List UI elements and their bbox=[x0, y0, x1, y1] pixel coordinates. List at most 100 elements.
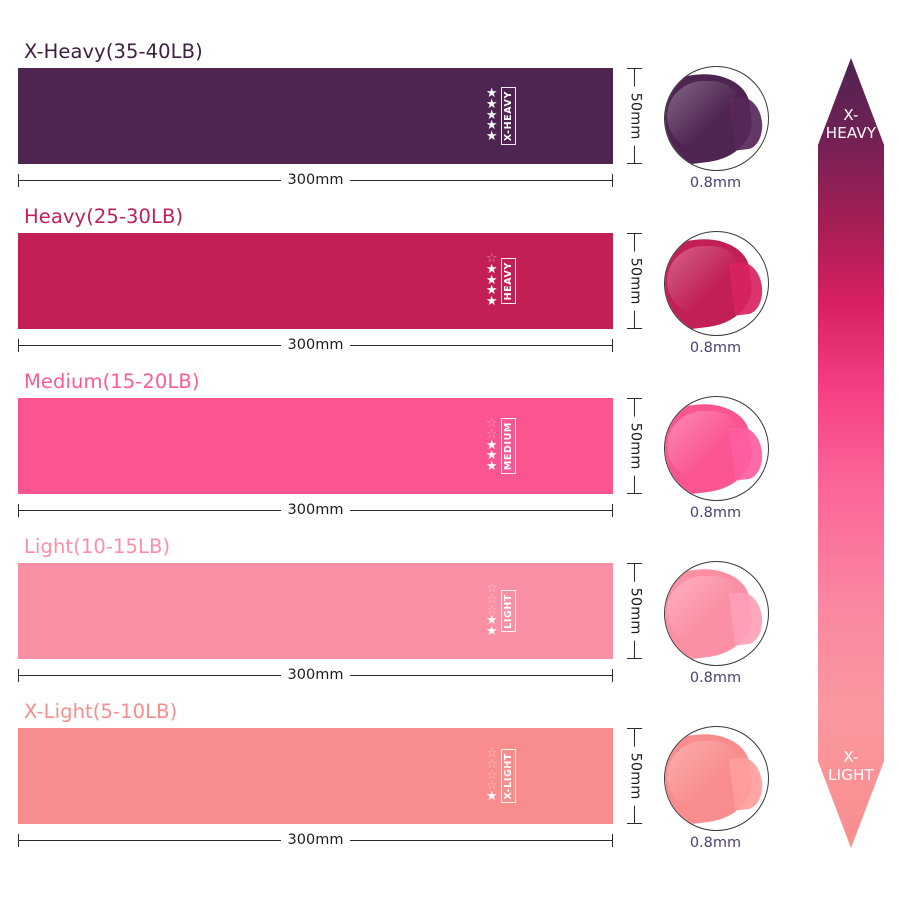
band-width-label: 300mm bbox=[280, 502, 351, 518]
band-height-label: 50mm bbox=[627, 416, 643, 476]
star-filled-icon: ★ bbox=[485, 107, 498, 123]
band-level-tag: X-LIGHT bbox=[500, 748, 516, 804]
dimension-cap-right bbox=[612, 834, 613, 847]
dimension-cap-top bbox=[627, 233, 642, 234]
band-title: Medium(15-20LB) bbox=[24, 370, 200, 393]
resistance-gradient-arrow: X- HEAVY X- LIGHT bbox=[818, 58, 884, 848]
gradient-arrow-body bbox=[818, 58, 884, 848]
band-height-label: 50mm bbox=[627, 251, 643, 311]
star-filled-icon: ★ bbox=[485, 293, 498, 309]
band-level-tag-text: MEDIUM bbox=[502, 421, 514, 471]
star-filled-icon: ★ bbox=[485, 788, 498, 804]
dimension-cap-right bbox=[612, 504, 613, 517]
dimension-cap-top bbox=[627, 728, 642, 729]
star-filled-icon: ★ bbox=[485, 613, 498, 629]
band-star-rating: ★ ★ ★ ☆ ☆ bbox=[485, 418, 498, 474]
band-star-rating: ★ ★ ★ ★ ☆ bbox=[485, 251, 498, 309]
band-title: Heavy(25-30LB) bbox=[24, 205, 184, 228]
band-fold-edge bbox=[728, 260, 766, 316]
dimension-cap-top bbox=[627, 398, 642, 399]
star-outline-icon: ☆ bbox=[485, 746, 498, 762]
star-outline-icon: ☆ bbox=[485, 778, 498, 794]
band-title: X-Light(5-10LB) bbox=[24, 700, 178, 723]
dimension-cap-left bbox=[18, 339, 19, 352]
band-level-tag: MEDIUM bbox=[500, 417, 516, 475]
band-strip: HEAVY ★ ★ ★ ★ ☆ bbox=[18, 233, 613, 329]
star-filled-icon: ★ bbox=[485, 262, 498, 278]
band-height-dimension: 50mm bbox=[622, 728, 648, 824]
dimension-cap-left bbox=[18, 504, 19, 517]
band-star-rating: ★ ☆ ☆ ☆ ☆ bbox=[485, 746, 498, 804]
dimension-cap-bottom bbox=[627, 493, 642, 494]
band-star-rating: ★ ★ ★ ★ ★ bbox=[485, 86, 498, 144]
star-filled-icon: ★ bbox=[485, 86, 498, 102]
arrow-bottom-label-line1: X- bbox=[843, 748, 859, 766]
band-width-dimension: 300mm bbox=[18, 667, 613, 683]
star-outline-icon: ☆ bbox=[485, 427, 498, 443]
band-print-mark: HEAVY ★ ★ ★ ★ ☆ bbox=[486, 244, 516, 318]
band-strip: X-LIGHT ★ ☆ ☆ ☆ ☆ bbox=[18, 728, 613, 824]
dimension-cap-left bbox=[18, 174, 19, 187]
dimension-cap-bottom bbox=[627, 163, 642, 164]
band-title: Light(10-15LB) bbox=[24, 535, 171, 558]
band-star-rating: ★ ★ ☆ ☆ ☆ bbox=[485, 581, 498, 638]
band-level-tag-text: HEAVY bbox=[502, 261, 514, 301]
arrow-bottom-label: X- LIGHT bbox=[818, 748, 884, 785]
dimension-cap-right bbox=[612, 174, 613, 187]
band-height-dimension: 50mm bbox=[622, 398, 648, 494]
star-filled-icon: ★ bbox=[485, 118, 498, 134]
dimension-cap-right bbox=[612, 669, 613, 682]
band-width-dimension: 300mm bbox=[18, 337, 613, 353]
band-level-tag: X-HEAVY bbox=[500, 86, 516, 146]
band-width-label: 300mm bbox=[280, 832, 351, 848]
band-fold-edge bbox=[728, 425, 766, 481]
band-print-mark: MEDIUM ★ ★ ★ ☆ ☆ bbox=[486, 409, 516, 483]
band-width-dimension: 300mm bbox=[18, 172, 613, 188]
band-level-tag: LIGHT bbox=[500, 589, 516, 633]
star-filled-icon: ★ bbox=[485, 97, 498, 113]
band-print-mark: X-HEAVY ★ ★ ★ ★ ★ bbox=[486, 79, 516, 153]
star-filled-icon: ★ bbox=[485, 283, 498, 299]
thickness-closeup-circle bbox=[664, 561, 769, 666]
band-strip: LIGHT ★ ★ ☆ ☆ ☆ bbox=[18, 563, 613, 659]
dimension-cap-bottom bbox=[627, 328, 642, 329]
star-outline-icon: ☆ bbox=[485, 581, 498, 597]
star-outline-icon: ☆ bbox=[485, 767, 498, 783]
thickness-label: 0.8mm bbox=[689, 835, 742, 851]
thickness-closeup-circle bbox=[664, 726, 769, 831]
band-height-dimension: 50mm bbox=[622, 233, 648, 329]
band-width-label: 300mm bbox=[280, 172, 351, 188]
band-height-dimension: 50mm bbox=[622, 563, 648, 659]
star-outline-icon: ☆ bbox=[485, 757, 498, 773]
thickness-label: 0.8mm bbox=[689, 670, 742, 686]
star-outline-icon: ☆ bbox=[485, 592, 498, 608]
star-filled-icon: ★ bbox=[485, 437, 498, 453]
thickness-label: 0.8mm bbox=[689, 175, 742, 191]
arrow-top-label: X- HEAVY bbox=[818, 106, 884, 143]
band-level-tag-text: X-HEAVY bbox=[502, 90, 514, 142]
dimension-cap-bottom bbox=[627, 823, 642, 824]
band-level-tag: HEAVY bbox=[500, 257, 516, 305]
band-height-dimension: 50mm bbox=[622, 68, 648, 164]
band-level-tag-text: X-LIGHT bbox=[502, 752, 514, 800]
dimension-cap-top bbox=[627, 563, 642, 564]
band-width-label: 300mm bbox=[280, 337, 351, 353]
arrow-bottom-label-line2: LIGHT bbox=[828, 766, 874, 785]
band-print-mark: LIGHT ★ ★ ☆ ☆ ☆ bbox=[486, 574, 516, 648]
star-outline-icon: ☆ bbox=[485, 251, 498, 267]
band-width-dimension: 300mm bbox=[18, 832, 613, 848]
dimension-cap-bottom bbox=[627, 658, 642, 659]
star-filled-icon: ★ bbox=[485, 272, 498, 288]
thickness-closeup-circle bbox=[664, 66, 769, 171]
dimension-cap-left bbox=[18, 834, 19, 847]
thickness-closeup-circle bbox=[664, 231, 769, 336]
band-title: X-Heavy(35-40LB) bbox=[24, 40, 203, 63]
star-filled-icon: ★ bbox=[485, 128, 498, 144]
band-height-label: 50mm bbox=[627, 581, 643, 641]
band-fold-edge bbox=[728, 95, 766, 151]
band-height-label: 50mm bbox=[627, 746, 643, 806]
band-level-tag-text: LIGHT bbox=[502, 593, 514, 629]
band-strip: MEDIUM ★ ★ ★ ☆ ☆ bbox=[18, 398, 613, 494]
star-filled-icon: ★ bbox=[485, 458, 498, 474]
